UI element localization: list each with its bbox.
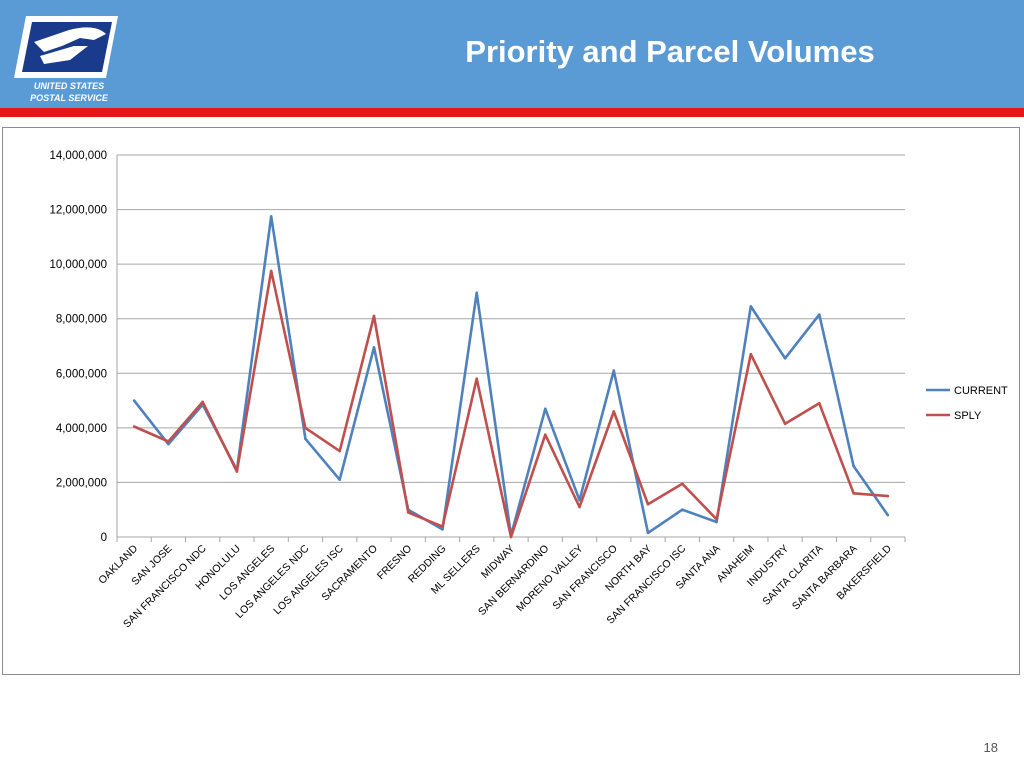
data-point bbox=[578, 505, 581, 509]
y-tick-label: 0 bbox=[101, 532, 107, 544]
data-point bbox=[749, 352, 753, 356]
data-point bbox=[167, 440, 170, 443]
data-point bbox=[681, 508, 684, 512]
data-point bbox=[441, 525, 444, 528]
data-point bbox=[886, 494, 890, 498]
y-tick-label: 6,000,000 bbox=[56, 368, 107, 380]
x-tick-label: SAN FRANCISCO bbox=[550, 543, 620, 613]
eagle-icon bbox=[34, 27, 106, 52]
data-point bbox=[818, 313, 821, 316]
data-point bbox=[749, 305, 753, 308]
y-tick-label: 2,000,000 bbox=[56, 477, 107, 489]
data-point bbox=[475, 377, 479, 381]
slide-header bbox=[0, 0, 1024, 108]
data-point bbox=[132, 425, 136, 428]
data-point bbox=[852, 464, 855, 468]
data-point bbox=[612, 369, 616, 372]
data-point bbox=[818, 402, 821, 405]
data-point bbox=[235, 470, 239, 473]
data-point bbox=[269, 215, 273, 218]
data-point bbox=[681, 482, 684, 486]
slide-title: Priority and Parcel Volumes bbox=[465, 34, 875, 69]
y-tick-label: 12,000,000 bbox=[49, 205, 107, 217]
data-point bbox=[372, 346, 376, 349]
data-point bbox=[852, 492, 855, 495]
series-line-sply bbox=[133, 269, 889, 539]
data-point bbox=[612, 410, 616, 413]
data-point bbox=[269, 269, 273, 273]
y-tick-label: 8,000,000 bbox=[56, 314, 107, 326]
data-point bbox=[406, 511, 410, 514]
header-red-bar bbox=[0, 108, 1024, 117]
data-point bbox=[475, 291, 479, 295]
page-number: 18 bbox=[983, 740, 998, 755]
data-point bbox=[646, 531, 650, 535]
data-point bbox=[509, 535, 513, 539]
data-point bbox=[304, 437, 307, 441]
data-point bbox=[783, 422, 787, 426]
logo-line1: UNITED STATES bbox=[34, 81, 104, 91]
data-point bbox=[578, 498, 581, 502]
data-point bbox=[783, 356, 787, 360]
line-chart: 0 2,000,000 4,000,000 6,000,000 8,000,000 10,… bbox=[49, 150, 1008, 630]
y-tick-label: 14,000,000 bbox=[49, 150, 107, 162]
data-point bbox=[646, 502, 650, 506]
data-point bbox=[338, 478, 341, 482]
data-point bbox=[372, 314, 376, 318]
data-point bbox=[715, 520, 718, 524]
data-point bbox=[338, 449, 341, 453]
data-point bbox=[132, 399, 136, 402]
data-point bbox=[167, 442, 170, 446]
logo-line2: POSTAL SERVICE bbox=[30, 93, 109, 103]
data-point bbox=[543, 407, 547, 411]
data-point bbox=[715, 517, 718, 521]
data-point bbox=[201, 400, 204, 404]
usps-logo: UNITED STATES POSTAL SERVICE bbox=[14, 16, 118, 103]
chart-frame: 0 2,000,000 4,000,000 6,000,000 8,000,000 10,… bbox=[2, 127, 1020, 675]
legend-label: CURRENT bbox=[954, 385, 1008, 397]
data-point bbox=[441, 528, 444, 531]
data-point bbox=[543, 433, 547, 436]
x-tick-label: SANTA CLARITA bbox=[760, 543, 825, 608]
data-point bbox=[886, 513, 890, 517]
y-tick-label: 4,000,000 bbox=[56, 423, 107, 435]
data-point bbox=[304, 426, 307, 430]
y-tick-label: 10,000,000 bbox=[49, 259, 107, 271]
legend-label: SPLY bbox=[954, 410, 982, 422]
